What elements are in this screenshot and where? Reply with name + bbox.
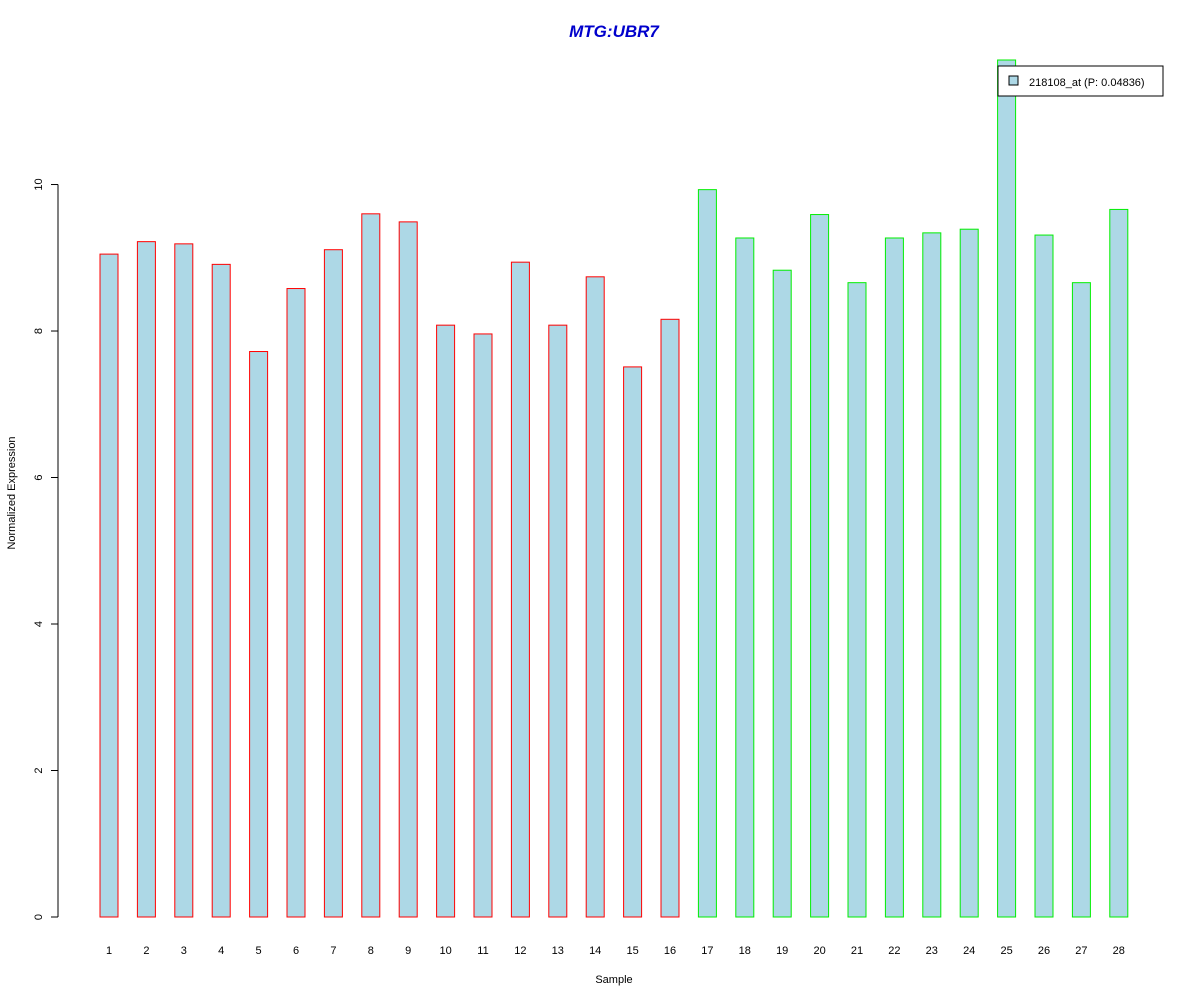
x-tick-label: 10 — [439, 945, 451, 957]
x-axis-label: Sample — [595, 974, 632, 986]
bar — [398, 221, 418, 918]
chart-title: MTG:UBR7 — [569, 22, 660, 41]
x-tick-label: 21 — [851, 945, 863, 957]
x-tick-label: 23 — [926, 945, 938, 957]
y-tick-label: 2 — [33, 767, 45, 773]
legend-swatch — [1008, 75, 1019, 86]
bar — [959, 228, 979, 918]
x-tick-label: 2 — [143, 945, 149, 957]
bar — [884, 237, 904, 918]
x-tick-label: 20 — [813, 945, 825, 957]
bar — [585, 276, 605, 918]
x-tick-label: 7 — [330, 945, 336, 957]
bar — [735, 237, 755, 918]
x-tick-label: 22 — [888, 945, 900, 957]
x-tick-label: 16 — [664, 945, 676, 957]
x-tick-label: 5 — [256, 945, 262, 957]
y-tick-label: 4 — [33, 621, 45, 627]
bar — [997, 59, 1017, 918]
x-tick-label: 24 — [963, 945, 975, 957]
x-tick-label: 9 — [405, 945, 411, 957]
legend-box — [997, 65, 1164, 97]
x-tick-label: 15 — [626, 945, 638, 957]
x-tick-label: 28 — [1113, 945, 1125, 957]
bar — [174, 243, 194, 918]
bar — [249, 351, 269, 918]
x-tick-label: 1 — [106, 945, 112, 957]
bar — [810, 214, 830, 918]
bar — [847, 282, 867, 918]
x-tick-label: 6 — [293, 945, 299, 957]
x-tick-label: 18 — [739, 945, 751, 957]
bar — [772, 269, 792, 918]
x-tick-label: 25 — [1000, 945, 1012, 957]
bar — [922, 232, 942, 918]
bar — [361, 213, 381, 918]
x-tick-label: 26 — [1038, 945, 1050, 957]
y-tick-label: 10 — [33, 178, 45, 190]
bar — [548, 324, 568, 918]
x-tick-label: 4 — [218, 945, 224, 957]
bar — [323, 249, 343, 918]
x-tick-label: 8 — [368, 945, 374, 957]
legend-label: 218108_at (P: 0.04836) — [1029, 77, 1145, 89]
bar — [697, 189, 717, 918]
y-tick-label: 6 — [33, 474, 45, 480]
bars — [99, 59, 1129, 918]
y-tick-label: 8 — [33, 328, 45, 334]
bar — [99, 253, 119, 918]
x-tick-label: 12 — [514, 945, 526, 957]
bar — [473, 333, 493, 918]
x-tick-label: 3 — [181, 945, 187, 957]
x-tick-label: 27 — [1075, 945, 1087, 957]
bar — [136, 241, 156, 918]
bar — [286, 288, 306, 918]
bar — [510, 261, 530, 918]
x-tick-labels: 1 2 3 4 5 6 7 8 9 10 11 12 13 14 15 16 17 18 19 20 21 22 23 24 2… — [106, 945, 1125, 957]
x-tick-label: 17 — [701, 945, 713, 957]
x-tick-label: 13 — [552, 945, 564, 957]
bar — [211, 263, 231, 918]
bar — [623, 366, 643, 918]
bar — [1071, 282, 1091, 918]
x-tick-label: 19 — [776, 945, 788, 957]
y-axis: 0 2 4 6 8 10 — [33, 178, 59, 920]
x-tick-label: 11 — [477, 945, 488, 957]
bar — [1109, 208, 1129, 918]
bar — [436, 324, 456, 918]
y-axis-label: Normalized Expression — [6, 436, 18, 549]
legend: 218108_at (P: 0.04836) — [997, 65, 1164, 97]
y-tick-label: 0 — [33, 914, 45, 920]
x-tick-label: 14 — [589, 945, 601, 957]
bar — [1034, 234, 1054, 918]
bar — [660, 318, 680, 918]
